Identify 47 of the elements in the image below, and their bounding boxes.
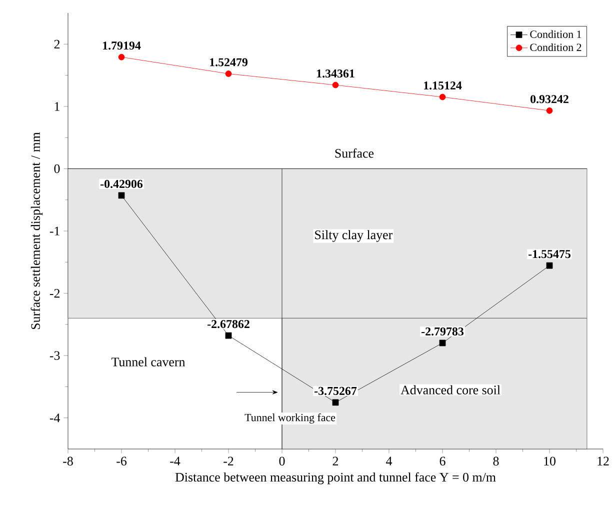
data-label: 1.52479 xyxy=(210,58,248,66)
point xyxy=(546,262,553,269)
data-label: 1.15124 xyxy=(424,81,462,90)
annotation: Tunnel cavern xyxy=(111,357,186,366)
legend-label: Condition 2 xyxy=(530,43,582,52)
point xyxy=(225,332,232,339)
data-label: -2.67862 xyxy=(208,320,250,328)
x-tick-label: -4 xyxy=(170,456,180,466)
point xyxy=(118,192,125,199)
y-tick-label: -2 xyxy=(50,288,60,298)
y-axis-title: Surface settlement displacement / mm xyxy=(30,132,43,330)
point xyxy=(118,54,125,60)
point xyxy=(439,94,446,100)
point xyxy=(439,340,446,346)
y-tick-label: -4 xyxy=(50,414,60,422)
data-label: -2.79783 xyxy=(422,327,464,336)
y-tick-label: -1 xyxy=(50,226,60,236)
band-label: Silty clay layer xyxy=(315,230,393,242)
x-tick-label: -2 xyxy=(224,456,234,466)
x-axis-title: Distance between measuring point and tunnel face Y = 0 m/m xyxy=(175,472,496,484)
x-tick-label: 6 xyxy=(440,456,446,466)
y-tick-label: 1 xyxy=(54,102,60,111)
x-tick-label: 8 xyxy=(493,456,499,466)
x-tick-label: -8 xyxy=(63,456,73,466)
point xyxy=(546,107,553,114)
x-tick-label: 12 xyxy=(598,456,609,466)
data-label: 1.34361 xyxy=(317,70,354,78)
x-tick-label: 4 xyxy=(386,456,392,466)
x-tick-label: 10 xyxy=(544,456,556,466)
data-label: 1.79194 xyxy=(103,42,141,50)
x-tick-label: 0 xyxy=(279,456,285,466)
point xyxy=(225,70,232,77)
band-label: Advanced core soil xyxy=(400,385,500,394)
y-tick-label: -3 xyxy=(50,351,60,360)
point xyxy=(332,82,339,88)
ref-line-label: Tunnel working face xyxy=(244,413,336,424)
data-label: -1.55475 xyxy=(528,250,570,258)
data-label: -3.75267 xyxy=(314,386,357,396)
legend-label: Condition 1 xyxy=(530,30,582,38)
data-label: -0.42906 xyxy=(100,180,143,188)
ref-line-label: Surface xyxy=(335,148,374,158)
x-tick-label: 2 xyxy=(332,456,338,466)
y-tick-label: 0 xyxy=(54,164,60,174)
data-label: 0.93242 xyxy=(530,95,568,104)
x-tick-label: -6 xyxy=(116,456,127,466)
y-tick-label: 2 xyxy=(54,40,60,48)
point xyxy=(332,399,339,406)
